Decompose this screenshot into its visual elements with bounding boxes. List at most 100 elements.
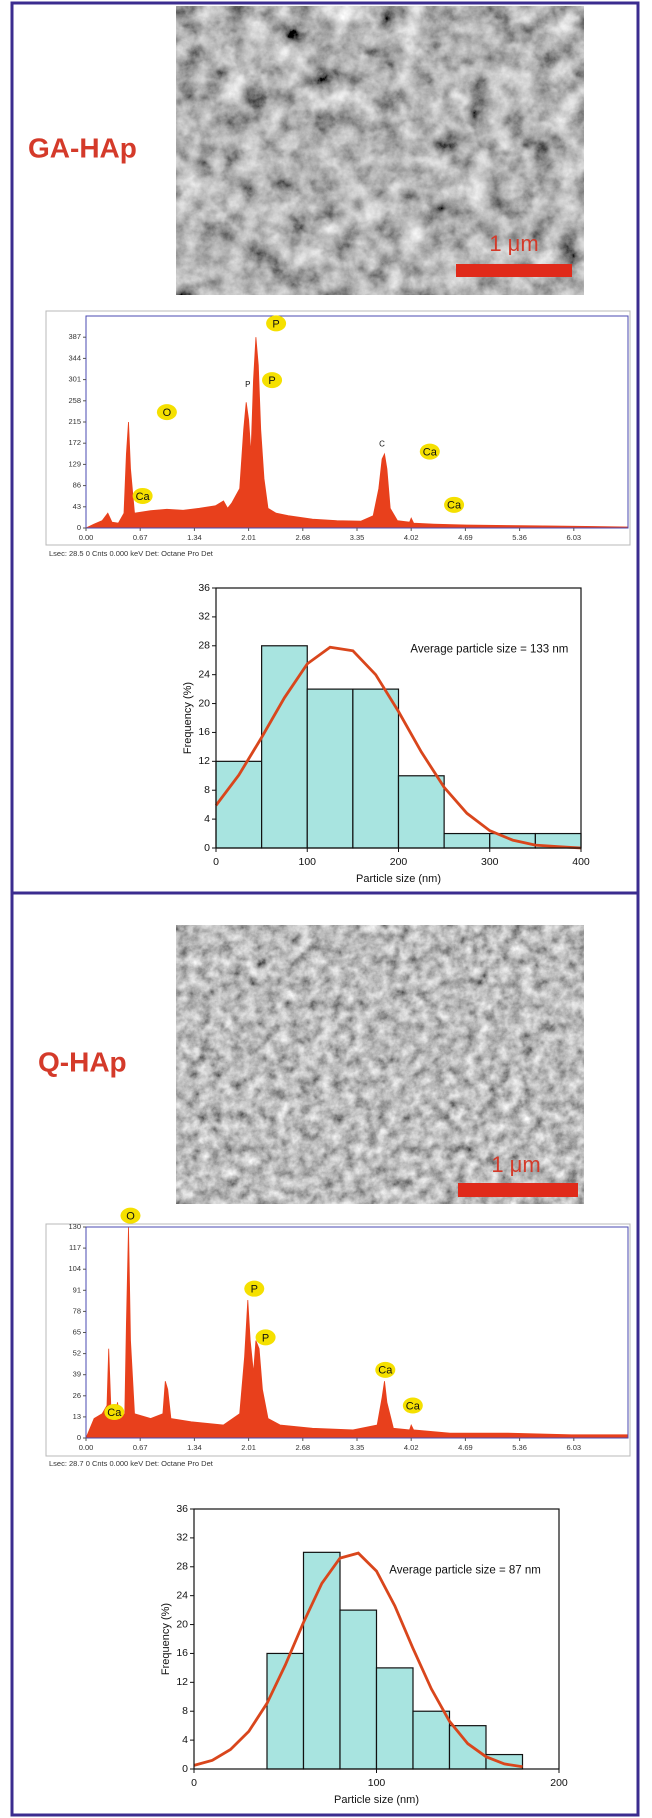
bar: [448, 1725, 487, 1770]
eds-footer: Lsec: 28.5 0 Cnts 0.000 keV Det: Octane …: [49, 549, 214, 558]
y-tick-label: 16: [198, 726, 210, 738]
y-tick-label: 12: [198, 755, 210, 767]
y-tick-label: 387: [68, 332, 81, 341]
bar: [375, 1667, 414, 1770]
x-tick-label: 4.69: [458, 533, 473, 542]
spectrum: [85, 337, 629, 529]
bar: [443, 832, 491, 849]
y-tick-label: 52: [73, 1349, 81, 1358]
sem-image: [176, 6, 584, 295]
x-tick-label: 300: [481, 856, 499, 868]
x-tick-label: 0.00: [79, 1443, 94, 1452]
element-badge: [132, 487, 153, 504]
bar: [306, 688, 354, 849]
y-tick-label: 24: [198, 668, 210, 680]
bar: [412, 1710, 451, 1770]
x-tick-label: 0: [191, 1777, 197, 1789]
x-tick-label: 4.02: [404, 1443, 419, 1452]
element-label: Ca: [406, 1400, 421, 1412]
y-tick-label: 4: [204, 813, 210, 825]
element-label: Ca: [107, 1407, 122, 1419]
x-axis-label: Particle size (nm): [356, 873, 441, 885]
element-label: O: [126, 1211, 135, 1223]
x-tick-label: 0.00: [79, 533, 94, 542]
panel-label: Q-HAp: [38, 1046, 127, 1077]
element-badge: [255, 1329, 276, 1346]
fit-curve: [214, 645, 582, 850]
panel-label: GA-HAp: [28, 132, 137, 163]
element-label: P: [251, 1284, 258, 1296]
element-badge: [444, 496, 465, 513]
element-label: P: [245, 380, 250, 389]
x-tick-label: 200: [550, 1777, 568, 1789]
bar: [266, 1652, 305, 1770]
y-tick-label: 117: [69, 1243, 81, 1252]
y-tick-label: 215: [68, 417, 81, 426]
x-tick-label: 5.36: [512, 1443, 527, 1452]
eds-border: [45, 1223, 631, 1457]
y-tick-label: 344: [68, 353, 81, 362]
x-tick-label: 0.67: [133, 533, 148, 542]
x-tick-label: 2.68: [295, 1443, 310, 1452]
y-axis-label: Frequency (%): [182, 682, 194, 754]
x-tick-label: 4.02: [404, 533, 419, 542]
bar: [352, 688, 400, 849]
element-label: Ca: [447, 500, 462, 512]
y-tick-label: 20: [176, 1618, 188, 1630]
x-tick-label: 6.03: [566, 533, 581, 542]
y-tick-label: 104: [68, 1264, 81, 1273]
bar: [261, 645, 308, 849]
y-axis-label: Frequency (%): [160, 1603, 172, 1675]
spectrum: [85, 1226, 629, 1439]
scale-bar-label: 1 μm: [491, 1152, 540, 1177]
element-label: P: [268, 375, 275, 387]
y-tick-label: 32: [176, 1532, 188, 1544]
y-tick-label: 78: [73, 1306, 81, 1315]
y-tick-label: 13: [73, 1412, 81, 1421]
x-tick-label: 6.03: [566, 1443, 581, 1452]
element-badge: [120, 1207, 141, 1224]
y-tick-label: 32: [198, 611, 210, 623]
x-axis-label: Particle size (nm): [334, 1794, 419, 1806]
x-tick-label: 3.35: [350, 1443, 365, 1452]
element-label: Ca: [136, 491, 151, 503]
x-tick-label: 2.68: [295, 533, 310, 542]
annotation: Average particle size = 87 nm: [389, 1564, 541, 1576]
y-tick-label: 86: [73, 481, 81, 490]
y-tick-label: 91: [73, 1285, 81, 1294]
element-badge: [375, 1361, 396, 1378]
scale-bar: [458, 1183, 578, 1197]
scale-bar: [456, 264, 572, 277]
y-tick-label: 129: [68, 459, 81, 468]
y-tick-label: 258: [68, 396, 81, 405]
y-tick-label: 16: [176, 1647, 188, 1659]
scale-bar-label: 1 μm: [489, 231, 538, 256]
y-tick-label: 130: [68, 1222, 81, 1231]
bar: [339, 1609, 378, 1770]
y-tick-label: 4: [182, 1734, 188, 1746]
x-tick-label: 4.69: [458, 1443, 473, 1452]
x-tick-label: 5.36: [512, 533, 527, 542]
x-tick-label: 0.67: [133, 1443, 148, 1452]
x-tick-label: 0: [213, 856, 219, 868]
y-tick-label: 28: [176, 1561, 188, 1573]
plot-frame: [85, 315, 629, 529]
element-label: P: [262, 1332, 269, 1344]
y-tick-label: 28: [198, 640, 210, 652]
element-badge: [244, 1280, 265, 1297]
x-tick-label: 1.34: [187, 533, 202, 542]
element-label: Ca: [423, 446, 438, 458]
frame: [10, 1, 640, 1817]
y-tick-label: 43: [73, 502, 81, 511]
eds-border: [45, 310, 631, 546]
eds-footer: Lsec: 28.7 0 Cnts 0.000 keV Det: Octane …: [49, 1459, 214, 1468]
element-badge: [266, 315, 287, 332]
y-tick-label: 24: [176, 1589, 188, 1601]
y-tick-label: 26: [73, 1391, 81, 1400]
x-tick-label: 2.01: [241, 533, 256, 542]
x-tick-label: 400: [572, 856, 590, 868]
sem-image: [176, 925, 584, 1204]
y-tick-label: 12: [176, 1676, 188, 1688]
